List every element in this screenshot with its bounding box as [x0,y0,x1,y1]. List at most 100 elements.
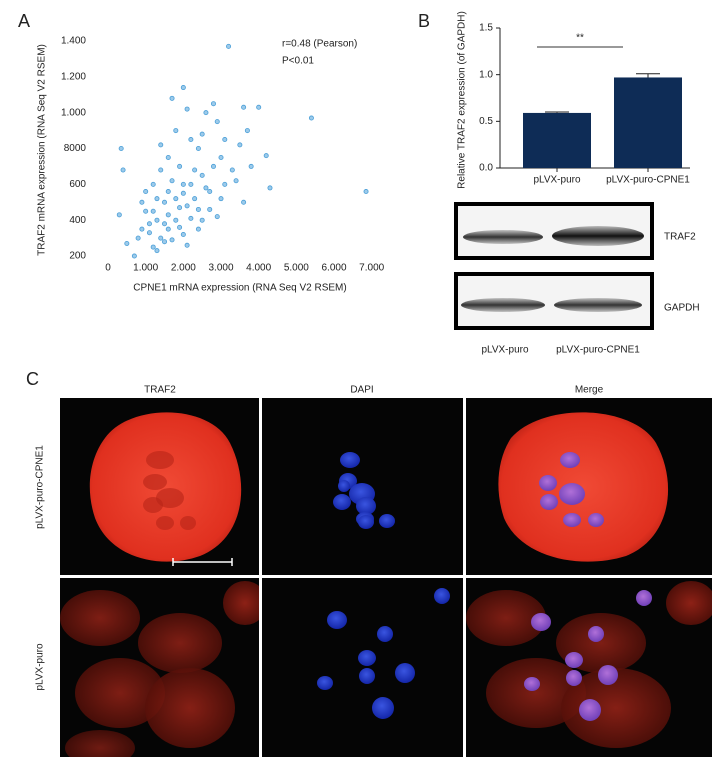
y-tick-label: 1.5 [479,23,493,34]
point [169,237,175,243]
panel-label: A [18,11,30,31]
western-blot: TRAF2 GAPDH pLVX-puro pLVX-puro-CPNE1 [454,202,700,356]
point [154,196,160,202]
point [139,199,145,205]
x-tick-label: pLVX-puro [533,175,581,186]
point [267,185,273,191]
point [162,199,168,205]
scatter-plot: 0 1.000 2.000 3.000 4.000 5.000 6.000 7.000 200 4… [61,36,385,274]
panel-label: C [26,369,39,389]
x-tick-label: 0 [105,263,111,274]
point [154,217,160,223]
point [199,131,205,137]
y-tick-label: 1.0 [479,69,493,80]
point [241,104,247,110]
point [143,208,149,214]
point [158,167,164,173]
y-tick-label: 200 [69,251,86,262]
point [116,212,122,218]
lane-label: pLVX-puro-CPNE1 [556,345,640,356]
blot-band [554,298,642,312]
column-label: TRAF2 [144,385,176,396]
point [207,189,213,195]
point [263,153,269,159]
point [210,163,216,169]
point [195,226,201,232]
y-tick-label: 1.000 [61,107,86,118]
point [214,214,220,220]
column-label: DAPI [350,385,373,396]
point [165,189,171,195]
bar [614,77,682,168]
x-axis-label: CPNE1 mRNA expression (RNA Seq V2 RSEM) [133,283,346,294]
point [363,189,369,195]
lane-label: pLVX-puro [481,345,529,356]
point [173,128,179,134]
point [203,185,209,191]
point [165,212,171,218]
point [207,206,213,212]
point [229,167,235,173]
point [241,199,247,205]
annotation: r=0.48 (Pearson) [282,39,357,50]
point [180,85,186,91]
point [146,221,152,227]
point [120,167,126,173]
point [248,163,254,169]
panel-label: B [418,11,430,31]
blot-band [461,298,545,312]
y-tick-label: 8000 [64,143,87,154]
point [169,178,175,184]
y-tick-label: 400 [69,215,86,226]
point [244,128,250,134]
x-tick-label: pLVX-puro-CPNE1 [606,175,690,186]
row-label: pLVX-puro [35,643,46,691]
point [150,208,156,214]
point [173,217,179,223]
point [162,221,168,227]
point [203,110,209,116]
x-tick-label: 4.000 [246,263,271,274]
point [180,181,186,187]
point [162,239,168,245]
x-tick-label: 1.000 [133,263,158,274]
point [199,172,205,178]
point [180,232,186,238]
point [158,142,164,148]
point [143,189,149,195]
y-tick-label: 0.0 [479,163,493,174]
x-tick-label: 3.000 [208,263,233,274]
annotation: P<0.01 [282,56,314,67]
point [222,137,228,143]
x-tick-label: 7.000 [359,263,384,274]
point [177,163,183,169]
micrograph [466,578,712,757]
point [150,244,156,250]
point [218,154,224,160]
point [169,95,175,101]
point [173,196,179,202]
micrograph [466,398,712,575]
y-tick-label: 0.5 [479,116,493,127]
x-tick-label: 5.000 [284,263,309,274]
point [233,178,239,184]
blot-band [463,230,543,244]
point [199,217,205,223]
point [210,101,216,107]
point [195,206,201,212]
row-label: pLVX-puro-CPNE1 [35,445,46,529]
bar [523,112,591,168]
point [135,235,141,241]
point [192,196,198,202]
micrograph [60,398,259,575]
point [139,226,145,232]
x-tick-label: 2.000 [171,263,196,274]
y-axis-label: Relative TRAF2 expression (of GAPDH) [457,11,468,189]
point [237,142,243,148]
micrograph [262,398,463,575]
point [192,167,198,173]
point [124,240,130,246]
point [184,242,190,248]
point [188,181,194,187]
